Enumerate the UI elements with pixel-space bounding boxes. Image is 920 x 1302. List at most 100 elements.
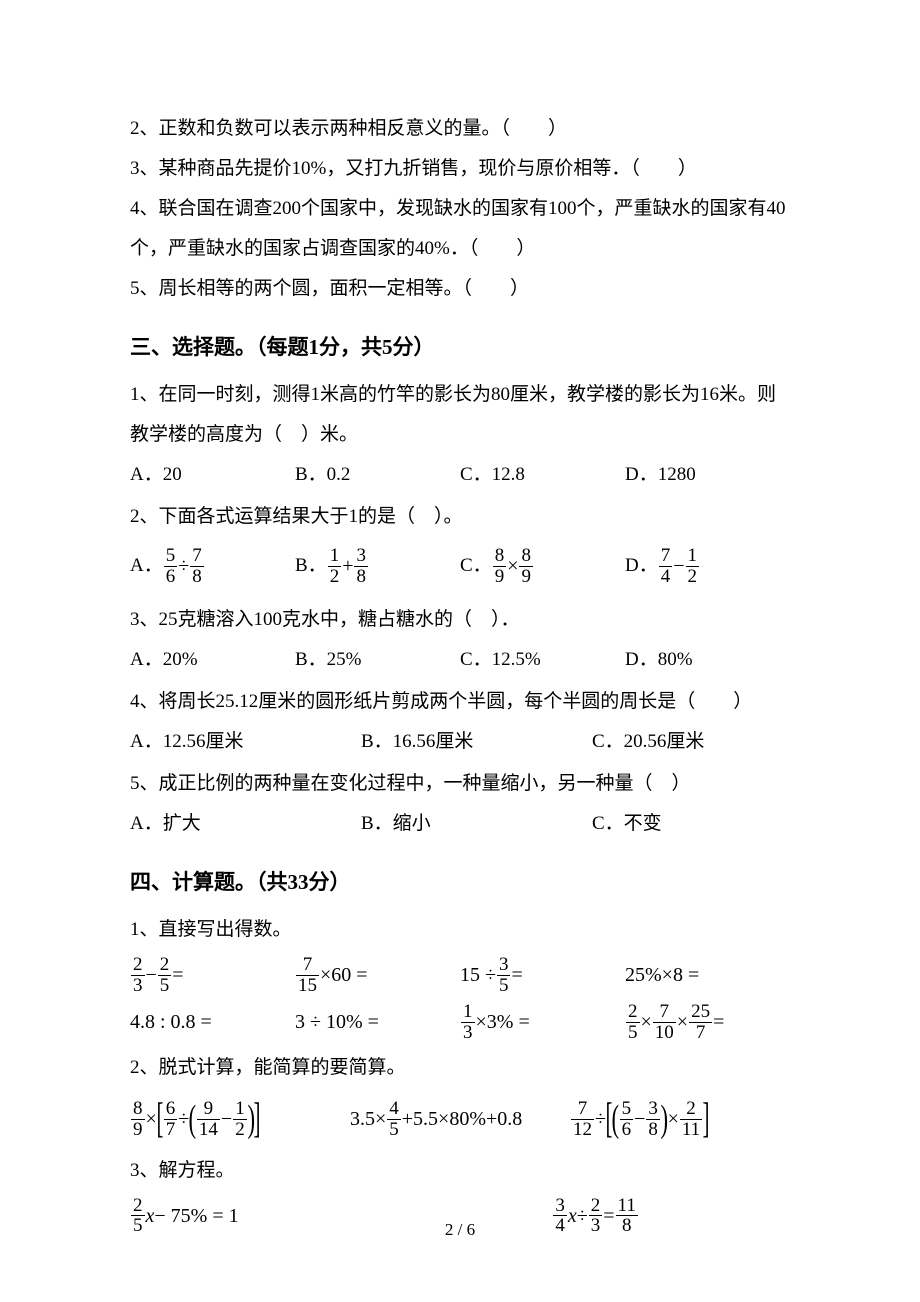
f-num: 2 <box>680 1099 702 1120</box>
plain: 60 = <box>331 955 367 995</box>
s3-q4-opt-b: B．16.56厘米 <box>361 723 592 761</box>
f-num: 2 <box>158 955 172 976</box>
f-den: 9 <box>131 1120 145 1140</box>
op: × <box>476 1002 487 1042</box>
s3-q2-options: A． 56 ÷ 78 B． 12 + 38 C． 89 × 89 D． 74 −… <box>130 546 790 587</box>
op: × <box>641 1002 652 1042</box>
s4-calc-row3: 89 × [ 67 ÷ ( 914 − 12 ) ] 3.5× 45 +5.5×… <box>130 1099 790 1140</box>
f-num: 8 <box>519 546 533 567</box>
calc-r1-b: 715 × 60 = <box>295 955 460 996</box>
plain: 25%×8 = <box>625 955 699 995</box>
f-den: 6 <box>620 1120 634 1140</box>
f-num: 5 <box>620 1099 634 1120</box>
s3-q5-opt-a: A．扩大 <box>130 805 361 843</box>
f-den: 5 <box>387 1120 401 1140</box>
calc-r2-a: 4.8 : 0.8 = <box>130 1002 295 1043</box>
s3-q1-opt-b: B．0.2 <box>295 456 460 494</box>
f-num: 3 <box>354 546 368 567</box>
s3-q1-opt-d: D．1280 <box>625 456 790 494</box>
f-den: 3 <box>461 1023 475 1043</box>
judge-q3: 3、某种商品先提价10%，又打九折销售，现价与原价相等．（ ） <box>130 150 790 188</box>
f-num: 5 <box>164 546 178 567</box>
s3-q3: 3、25克糖溶入100克水中，糖占糖水的（ ）． <box>130 601 790 639</box>
op: × <box>677 1002 688 1042</box>
f-den: 12 <box>571 1120 594 1140</box>
page-sep: / <box>453 1220 466 1239</box>
f-num: 7 <box>659 546 673 567</box>
f-num: 9 <box>197 1099 220 1120</box>
f-den: 5 <box>626 1023 640 1043</box>
op: − <box>146 955 157 995</box>
judge-q4-l2: 个，严重缺水的国家占调查国家的40%．（ ） <box>130 230 790 268</box>
opt-b-label: B． <box>295 547 327 585</box>
f-den: 2 <box>233 1120 247 1140</box>
f-num: 3 <box>646 1099 660 1120</box>
calc-r1-a: 23 − 25 = <box>130 955 295 996</box>
s3-q1-l2: 教学楼的高度为（ ）米。 <box>130 416 790 454</box>
f-den: 15 <box>296 976 319 996</box>
s3-q2-opt-a: A． 56 ÷ 78 <box>130 546 295 587</box>
f-den: 7 <box>164 1120 178 1140</box>
s4-q1: 1、直接写出得数。 <box>130 911 790 949</box>
s3-q4: 4、将周长25.12厘米的圆形纸片剪成两个半圆，每个半圆的周长是（ ） <box>130 683 790 721</box>
plain: 3.5× <box>350 1099 386 1139</box>
opt-c-label: C． <box>460 547 492 585</box>
op: × <box>668 1099 679 1139</box>
s4-calc-row1: 23 − 25 = 715 × 60 = 15 ÷ 35 = 25%×8 = <box>130 955 790 996</box>
f-den: 11 <box>680 1120 702 1140</box>
opt-a-label: A． <box>130 547 163 585</box>
f-num: 25 <box>689 1002 712 1023</box>
plain: 3% = <box>487 1002 530 1042</box>
f-den: 2 <box>686 567 700 587</box>
s3-q2-opt-b: B． 12 + 38 <box>295 546 460 587</box>
opt-d-label: D． <box>625 547 658 585</box>
op: − <box>634 1099 645 1139</box>
op: − <box>221 1099 232 1139</box>
calc-r1-c: 15 ÷ 35 = <box>460 955 625 996</box>
f-den: 9 <box>519 567 533 587</box>
f-num: 7 <box>653 1002 676 1023</box>
op: × <box>146 1099 157 1139</box>
op: − <box>673 546 684 586</box>
f-num: 2 <box>131 955 145 976</box>
judge-q5: 5、周长相等的两个圆，面积一定相等。（ ） <box>130 270 790 308</box>
s3-q5: 5、成正比例的两种量在变化过程中，一种量缩小，另一种量（ ） <box>130 765 790 803</box>
page-total: 6 <box>467 1220 476 1239</box>
tail: = <box>172 955 183 995</box>
f-num: 1 <box>461 1002 475 1023</box>
plain: 3 ÷ 10% = <box>295 1011 379 1033</box>
f-den: 2 <box>328 567 342 587</box>
tail: = <box>713 1002 724 1042</box>
tail: = <box>511 955 522 995</box>
calc-r1-d: 25%×8 = <box>625 955 790 996</box>
calc-r3-c: 712 ÷ [ ( 56 − 38 ) × 211 ] <box>570 1099 790 1140</box>
f-den: 6 <box>164 567 178 587</box>
op: × <box>320 955 331 995</box>
calc-r2-b: 3 ÷ 10% = <box>295 1002 460 1043</box>
s3-q4-options: A．12.56厘米 B．16.56厘米 C．20.56厘米 <box>130 723 790 761</box>
f-num: 8 <box>493 546 507 567</box>
calc-r3-a: 89 × [ 67 ÷ ( 914 − 12 ) ] <box>130 1099 350 1140</box>
s3-q3-options: A．20% B．25% C．12.5% D．80% <box>130 641 790 679</box>
s3-q3-opt-c: C．12.5% <box>460 641 625 679</box>
f-den: 10 <box>653 1023 676 1043</box>
s3-q3-opt-a: A．20% <box>130 641 295 679</box>
f-den: 5 <box>158 976 172 996</box>
f-num: 7 <box>296 955 319 976</box>
f-den: 14 <box>197 1120 220 1140</box>
f-num: 6 <box>164 1099 178 1120</box>
s3-q1-opt-a: A．20 <box>130 456 295 494</box>
s3-q5-options: A．扩大 B．缩小 C．不变 <box>130 805 790 843</box>
f-num: 3 <box>497 955 511 976</box>
judge-q2: 2、正数和负数可以表示两种相反意义的量。（ ） <box>130 110 790 148</box>
section3-header: 三、选择题。（每题1分，共5分） <box>130 326 790 368</box>
s3-q2: 2、下面各式运算结果大于1的是（ ）。 <box>130 498 790 536</box>
s3-q1-l1: 1、在同一时刻，测得1米高的竹竿的影长为80厘米，教学楼的影长为16米。则 <box>130 376 790 414</box>
f-den: 7 <box>689 1023 712 1043</box>
f-num: 8 <box>131 1099 145 1120</box>
op: × <box>507 546 518 586</box>
op: + <box>342 546 353 586</box>
f-num: 4 <box>387 1099 401 1120</box>
op: ÷ <box>595 1099 606 1139</box>
f-den: 8 <box>646 1120 660 1140</box>
